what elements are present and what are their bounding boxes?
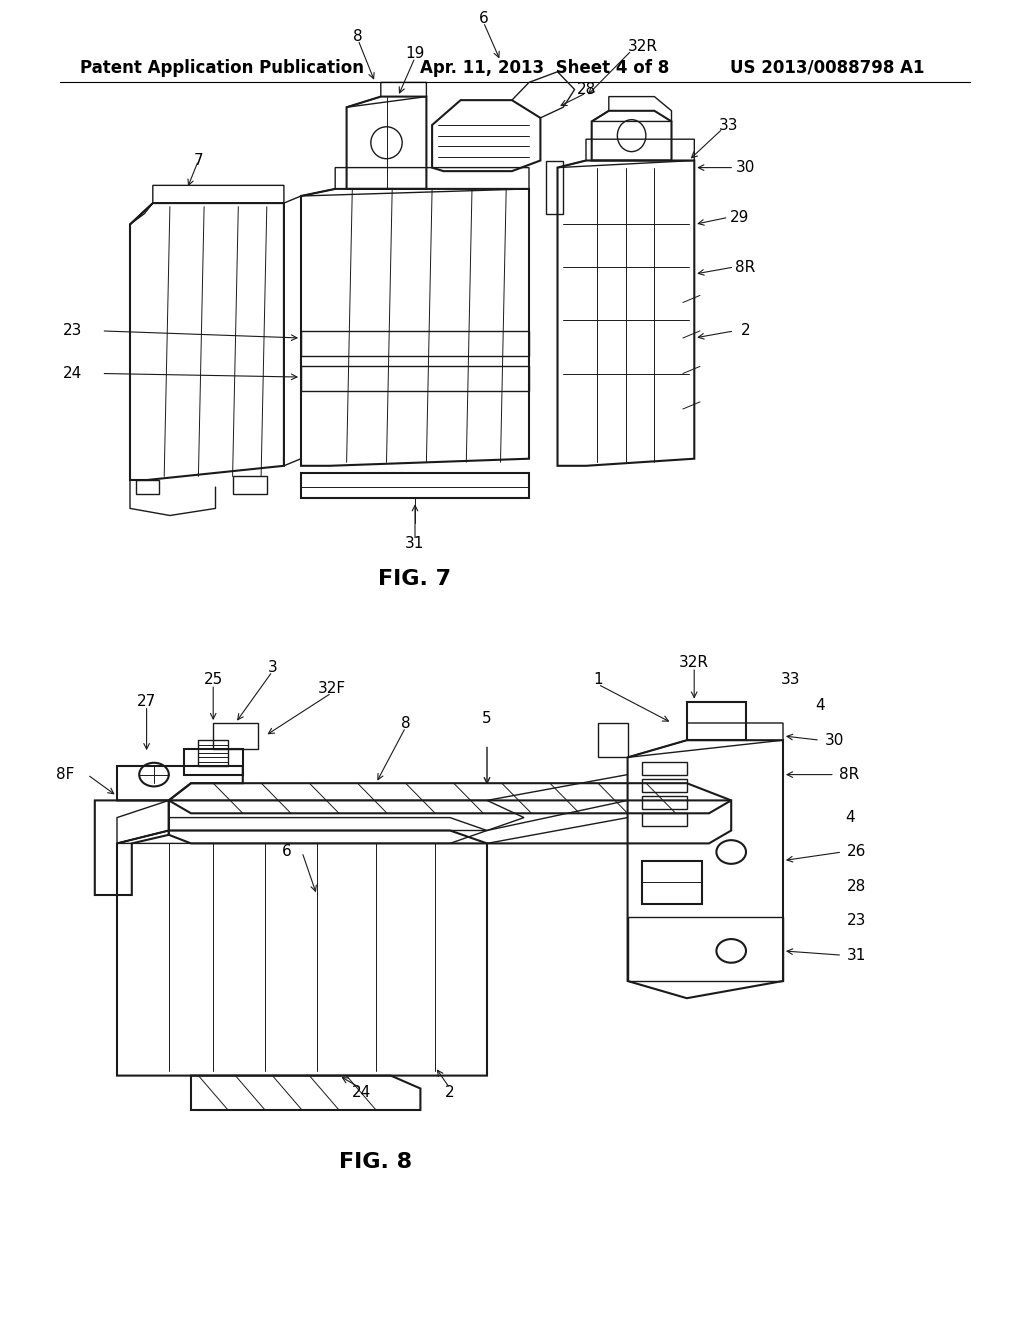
Text: 24: 24 <box>351 1085 371 1101</box>
Text: 32R: 32R <box>679 655 710 671</box>
Text: US 2013/0088798 A1: US 2013/0088798 A1 <box>730 59 925 77</box>
Text: 8: 8 <box>400 715 411 730</box>
Text: 31: 31 <box>406 536 425 552</box>
Text: 32F: 32F <box>317 681 346 696</box>
Text: 1: 1 <box>593 672 603 688</box>
Text: FIG. 8: FIG. 8 <box>339 1151 413 1172</box>
Text: 28: 28 <box>577 82 596 96</box>
Text: 26: 26 <box>847 845 866 859</box>
Text: 2: 2 <box>445 1085 455 1101</box>
Text: 4: 4 <box>815 698 824 713</box>
Text: 19: 19 <box>406 46 425 62</box>
Text: 32R: 32R <box>628 40 658 54</box>
Text: 8R: 8R <box>840 767 860 781</box>
Text: FIG. 7: FIG. 7 <box>379 569 452 590</box>
Text: 4: 4 <box>845 810 854 825</box>
Text: 2: 2 <box>740 323 751 338</box>
Text: 5: 5 <box>482 711 492 726</box>
Text: 6: 6 <box>478 11 488 26</box>
Text: 30: 30 <box>736 160 756 176</box>
Text: 30: 30 <box>825 733 845 747</box>
Text: 6: 6 <box>283 845 292 859</box>
Text: 23: 23 <box>847 913 866 928</box>
Text: 29: 29 <box>730 210 750 224</box>
Text: Patent Application Publication: Patent Application Publication <box>80 59 364 77</box>
Text: 8F: 8F <box>56 767 75 781</box>
Text: 33: 33 <box>719 117 738 132</box>
Text: 23: 23 <box>63 323 83 338</box>
Text: Apr. 11, 2013  Sheet 4 of 8: Apr. 11, 2013 Sheet 4 of 8 <box>420 59 670 77</box>
Text: 8: 8 <box>353 29 362 44</box>
Text: 8R: 8R <box>735 260 756 275</box>
Text: 31: 31 <box>847 948 866 962</box>
Text: 28: 28 <box>848 879 866 894</box>
Text: 25: 25 <box>204 672 223 688</box>
Text: 27: 27 <box>137 694 157 709</box>
Text: 33: 33 <box>780 672 800 688</box>
Text: 24: 24 <box>63 366 83 381</box>
Text: 7: 7 <box>194 153 203 168</box>
Text: 3: 3 <box>267 660 278 675</box>
